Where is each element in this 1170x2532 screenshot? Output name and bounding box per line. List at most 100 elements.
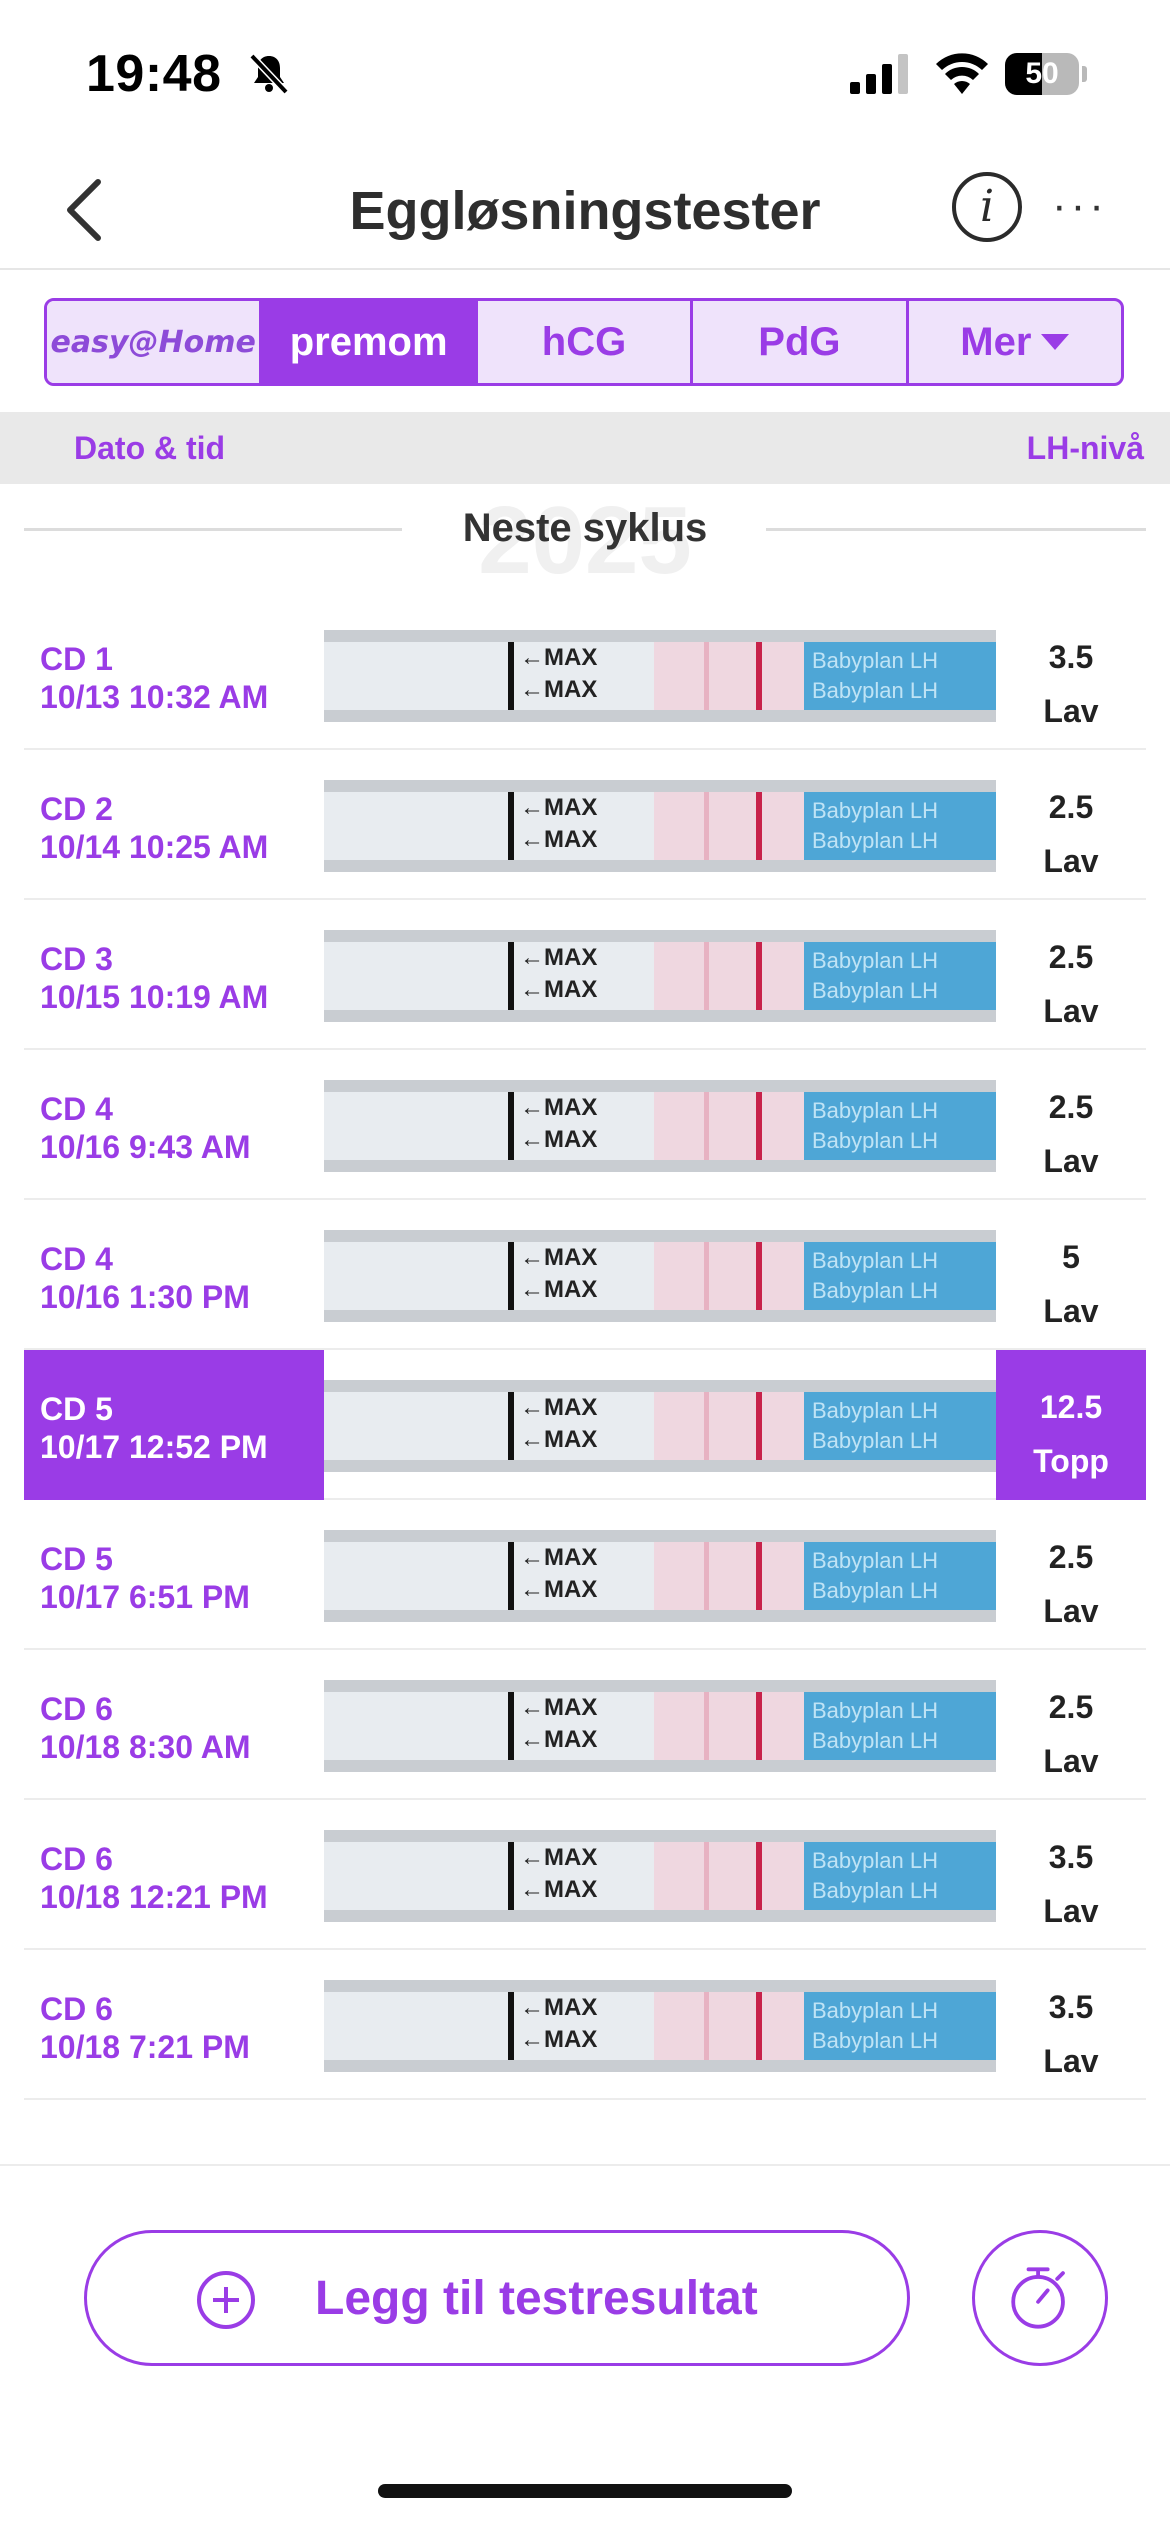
strip-max-mark (508, 942, 514, 1010)
result-row[interactable]: CD 5 10/17 12:52 PM ←MAX ←MAX Babyplan L… (24, 1350, 1146, 1500)
column-date-time: Dato & tid (74, 430, 226, 466)
strip-control-line (756, 1092, 762, 1160)
lh-value: 3.5 (1048, 1839, 1094, 1875)
tab-hcg[interactable]: hCG (478, 301, 694, 383)
lh-level-label: Lav (1043, 2043, 1099, 2079)
result-row[interactable]: CD 5 10/17 6:51 PM ←MAX ←MAX Babyplan LH… (24, 1500, 1146, 1650)
info-button[interactable]: i (952, 172, 1022, 242)
more-icon[interactable]: ··· (1052, 181, 1108, 230)
result-date: CD 4 10/16 9:43 AM (24, 1050, 324, 1200)
strip-brand-text: Babyplan LH Babyplan LH (812, 1546, 996, 1606)
strip-max-label: ←MAX (520, 1244, 598, 1271)
tab-pdg[interactable]: PdG (693, 301, 909, 383)
lh-value: 3.5 (1048, 1989, 1094, 2025)
strip-result-window (654, 1692, 804, 1760)
battery-body: 50 (1005, 53, 1079, 95)
test-strip-image: ←MAX ←MAX Babyplan LH Babyplan LH (324, 930, 996, 1022)
result-datetime: 10/18 7:21 PM (40, 2029, 250, 2065)
strip-control-line (756, 1842, 762, 1910)
strip-brand-line: Babyplan LH (812, 798, 938, 823)
strip-result-window (654, 942, 804, 1010)
result-datetime: 10/18 8:30 AM (40, 1729, 251, 1765)
strip-control-line (756, 1692, 762, 1760)
strip-brand-line: Babyplan LH (812, 948, 938, 973)
result-date: CD 6 10/18 7:21 PM (24, 1950, 324, 2100)
battery-text: 50 (1025, 57, 1059, 90)
strip-brand-text: Babyplan LH Babyplan LH (812, 1696, 996, 1756)
strip-result-window (654, 792, 804, 860)
strip-brand-line: Babyplan LH (812, 1698, 938, 1723)
strip-brand-line: Babyplan LH (812, 1578, 938, 1603)
result-row[interactable]: CD 6 10/18 8:30 AM ←MAX ←MAX Babyplan LH… (24, 1650, 1146, 1800)
strip-brand-line: Babyplan LH (812, 1248, 938, 1273)
strip-handle (324, 1692, 654, 1760)
result-level: 2.5 Lav (996, 1500, 1146, 1650)
lh-level-label: Lav (1043, 843, 1099, 879)
strip-result-window (654, 1092, 804, 1160)
strip-brand-area (804, 1842, 996, 1910)
strip-brand-text: Babyplan LH Babyplan LH (812, 1096, 996, 1156)
strip-control-line (756, 792, 762, 860)
tab-label: Mer (960, 319, 1032, 364)
strip-max-label: ←MAX (520, 1544, 598, 1571)
strip-max-mark (508, 792, 514, 860)
result-cd: CD 4 (40, 1091, 113, 1127)
strip-handle (324, 1092, 654, 1160)
result-date: CD 6 10/18 8:30 AM (24, 1650, 324, 1800)
strip-max-label: ←MAX (520, 1394, 598, 1421)
result-row[interactable]: CD 3 10/15 10:19 AM ←MAX ←MAX Babyplan L… (24, 900, 1146, 1050)
test-strip-image: ←MAX ←MAX Babyplan LH Babyplan LH (324, 1080, 996, 1172)
strip-max-mark (508, 1992, 514, 2060)
strip-handle (324, 1542, 654, 1610)
lh-level-label: Topp (1033, 1443, 1109, 1479)
strip-max-label: ←MAX (520, 1276, 598, 1303)
lh-value: 12.5 (1039, 1389, 1103, 1425)
timer-icon (1011, 2267, 1065, 2329)
strip-max-label: ←MAX (520, 976, 598, 1003)
result-level: 3.5 Lav (996, 600, 1146, 750)
result-row[interactable]: CD 1 10/13 10:32 AM ←MAX ←MAX Babyplan L… (24, 600, 1146, 750)
bottom-separator (0, 2164, 1170, 2166)
wifi-icon (936, 53, 988, 94)
result-date: CD 1 10/13 10:32 AM (24, 600, 324, 750)
strip-brand-line: Babyplan LH (812, 648, 938, 673)
result-row[interactable]: CD 6 10/18 7:21 PM ←MAX ←MAX Babyplan LH… (24, 1950, 1146, 2100)
result-row[interactable]: CD 2 10/14 10:25 AM ←MAX ←MAX Babyplan L… (24, 750, 1146, 900)
tab-easy-home[interactable]: easy@Home (47, 301, 263, 383)
strip-handle (324, 1992, 654, 2060)
strip-brand-area (804, 1242, 996, 1310)
timer-button[interactable] (972, 2230, 1108, 2366)
result-datetime: 10/15 10:19 AM (40, 979, 269, 1015)
tab-more[interactable]: Mer (909, 301, 1121, 383)
strip-brand-area (804, 1392, 996, 1460)
result-cd: CD 2 (40, 791, 113, 827)
tab-premom[interactable]: premom (262, 301, 478, 383)
strip-brand-line: Babyplan LH (812, 1398, 938, 1423)
result-row[interactable]: CD 6 10/18 12:21 PM ←MAX ←MAX Babyplan L… (24, 1800, 1146, 1950)
chevron-left-icon[interactable] (58, 172, 114, 248)
strip-handle (324, 1392, 654, 1460)
strip-brand-area (804, 1692, 996, 1760)
result-row[interactable]: CD 4 10/16 1:30 PM ←MAX ←MAX Babyplan LH… (24, 1200, 1146, 1350)
strip-max-mark (508, 1692, 514, 1760)
lh-value: 2.5 (1048, 1689, 1094, 1725)
lh-level-label: Lav (1043, 993, 1099, 1029)
add-test-result-button[interactable]: Legg til testresultat (84, 2230, 910, 2366)
strip-brand-area (804, 1092, 996, 1160)
result-row[interactable]: CD 4 10/16 9:43 AM ←MAX ←MAX Babyplan LH… (24, 1050, 1146, 1200)
strip-brand-line: Babyplan LH (812, 2028, 938, 2053)
result-level: 2.5 Lav (996, 1050, 1146, 1200)
status-bar: 19:48 50 (0, 0, 1170, 150)
battery-indicator: 50 (1005, 53, 1087, 95)
strip-brand-line: Babyplan LH (812, 1878, 938, 1903)
strip-max-label: ←MAX (520, 676, 598, 703)
strip-max-mark (508, 1242, 514, 1310)
strip-brand-line: Babyplan LH (812, 1548, 938, 1573)
strip-max-label: ←MAX (520, 1844, 598, 1871)
tab-label: easy@Home (50, 324, 256, 360)
result-date: CD 3 10/15 10:19 AM (24, 900, 324, 1050)
strip-max-mark (508, 1092, 514, 1160)
result-cd: CD 5 (40, 1391, 113, 1427)
page-title: Eggløsningstester (349, 181, 821, 241)
strip-brand-text: Babyplan LH Babyplan LH (812, 1396, 996, 1456)
